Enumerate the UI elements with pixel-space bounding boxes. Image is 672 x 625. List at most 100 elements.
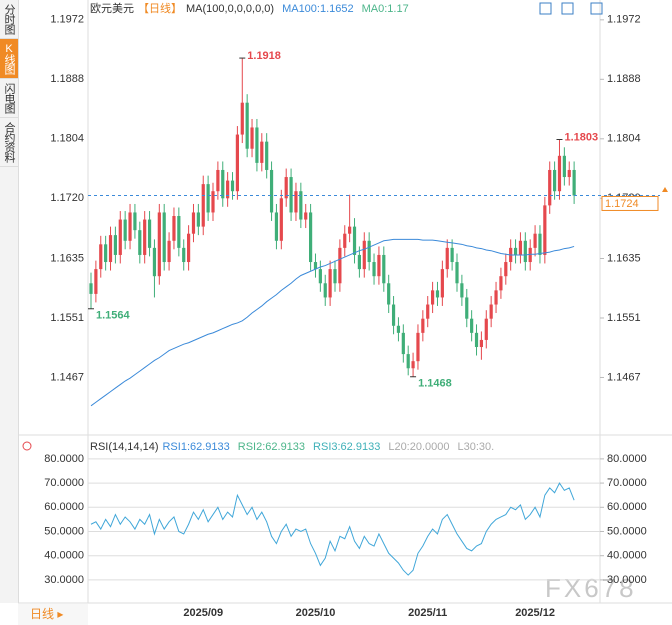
legend-entry: MA0:1.17 bbox=[362, 3, 409, 15]
candle-body bbox=[367, 240, 371, 263]
candle-body bbox=[294, 191, 298, 213]
candle-body bbox=[279, 198, 283, 241]
period-selector[interactable]: 日线 ▸ bbox=[18, 604, 88, 625]
y-tick-label-right: 1.1972 bbox=[607, 14, 641, 26]
ma-line bbox=[90, 238, 575, 407]
candle-body bbox=[489, 304, 493, 319]
y-tick-label: 50.0000 bbox=[44, 525, 84, 537]
candle-body bbox=[299, 191, 303, 220]
candle-body bbox=[494, 290, 498, 305]
candle-body bbox=[108, 235, 113, 263]
y-tick-label: 40.0000 bbox=[44, 550, 84, 562]
tab[interactable]: K线图 bbox=[0, 39, 18, 79]
candle-body bbox=[265, 141, 269, 170]
candle-body bbox=[313, 262, 318, 270]
candle-body bbox=[309, 212, 313, 263]
settings-icon[interactable] bbox=[22, 441, 32, 451]
icon[interactable] bbox=[590, 2, 603, 15]
x-tick-label: 2025/11 bbox=[408, 607, 447, 619]
candle-body bbox=[401, 332, 405, 355]
candle-body bbox=[94, 269, 98, 294]
candle-body bbox=[343, 233, 347, 248]
y-tick-label: 1.1551 bbox=[50, 312, 84, 324]
candle-body bbox=[147, 219, 152, 248]
candle-body bbox=[391, 304, 396, 326]
icon[interactable] bbox=[539, 2, 552, 15]
tab[interactable]: 合约资料 bbox=[0, 118, 18, 167]
y-tick-label: 1.1635 bbox=[50, 252, 84, 264]
legend-entry: RSI3:62.9133 bbox=[313, 441, 380, 453]
candle-body bbox=[382, 254, 386, 284]
y-tick-label: 60.0000 bbox=[44, 501, 84, 513]
candle-body bbox=[284, 177, 288, 199]
candle-body bbox=[352, 226, 357, 255]
candle-body bbox=[543, 205, 547, 255]
candle-body bbox=[128, 212, 132, 241]
candle-body bbox=[387, 283, 391, 305]
candle-body bbox=[269, 169, 274, 213]
y-tick-label: 1.1804 bbox=[50, 133, 84, 145]
candle-body bbox=[372, 262, 376, 277]
y-tick-label: 1.1467 bbox=[50, 371, 84, 383]
candle-body bbox=[567, 169, 571, 178]
instrument-title: 欧元美元 bbox=[90, 2, 134, 15]
candle-body bbox=[182, 247, 186, 263]
y-tick-label-right: 30.0000 bbox=[607, 574, 647, 586]
candle-body bbox=[518, 240, 523, 255]
candle-body bbox=[118, 219, 122, 255]
candle-body bbox=[513, 247, 518, 255]
candle-body bbox=[470, 318, 474, 333]
candle-body bbox=[572, 169, 576, 196]
candle-body bbox=[235, 134, 239, 192]
last-price-label: 1.1724 bbox=[605, 198, 639, 210]
annotation-label: 1.1803 bbox=[564, 131, 598, 143]
candle-body bbox=[445, 247, 449, 270]
y-tick-label-right: 40.0000 bbox=[607, 550, 647, 562]
x-tick-label: 2025/12 bbox=[515, 607, 555, 619]
toolbar-icons bbox=[539, 2, 603, 15]
candle-body bbox=[421, 318, 425, 333]
y-tick-label-right: 1.1635 bbox=[607, 252, 641, 264]
y-tick-label: 1.1720 bbox=[50, 192, 84, 204]
candle-body bbox=[484, 318, 488, 340]
candle-body bbox=[562, 155, 566, 178]
annotation-label: 1.1468 bbox=[418, 378, 452, 390]
candle-body bbox=[338, 247, 342, 284]
x-tick-label: 2025/09 bbox=[183, 607, 223, 619]
candle-body bbox=[260, 141, 264, 163]
candle-body bbox=[440, 269, 444, 298]
candle-body bbox=[377, 254, 381, 277]
candle-body bbox=[416, 332, 420, 362]
tab[interactable]: 分时图 bbox=[0, 0, 18, 39]
candle-body bbox=[533, 233, 537, 248]
candle-body bbox=[226, 180, 230, 199]
period-label: 日线 bbox=[30, 607, 55, 621]
y-tick-label: 30.0000 bbox=[44, 574, 84, 586]
candle-body bbox=[162, 212, 166, 263]
candle-body bbox=[523, 240, 527, 263]
candle-body bbox=[348, 226, 352, 234]
candle-body bbox=[455, 262, 459, 284]
y-tick-label-right: 80.0000 bbox=[607, 453, 647, 465]
candle-body bbox=[553, 169, 557, 192]
annotation-label: 1.1918 bbox=[247, 50, 281, 62]
candle-body bbox=[499, 276, 503, 291]
candle-body bbox=[528, 247, 532, 263]
candle-body bbox=[411, 361, 415, 369]
period: 【日线】 bbox=[138, 1, 182, 15]
tab[interactable]: 闪电图 bbox=[0, 79, 18, 118]
icon[interactable] bbox=[561, 2, 574, 15]
candle-body bbox=[177, 216, 181, 248]
candle-body bbox=[99, 244, 103, 270]
candle-body bbox=[230, 180, 235, 192]
legend-entry: L30:30. bbox=[458, 441, 495, 453]
candle-body bbox=[152, 247, 157, 277]
candle-body bbox=[172, 216, 176, 241]
candle-body bbox=[196, 212, 200, 227]
candle-body bbox=[435, 290, 440, 298]
y-tick-label-right: 1.1551 bbox=[607, 312, 641, 324]
y-tick-label: 1.1888 bbox=[50, 73, 84, 85]
candle-body bbox=[104, 244, 108, 263]
